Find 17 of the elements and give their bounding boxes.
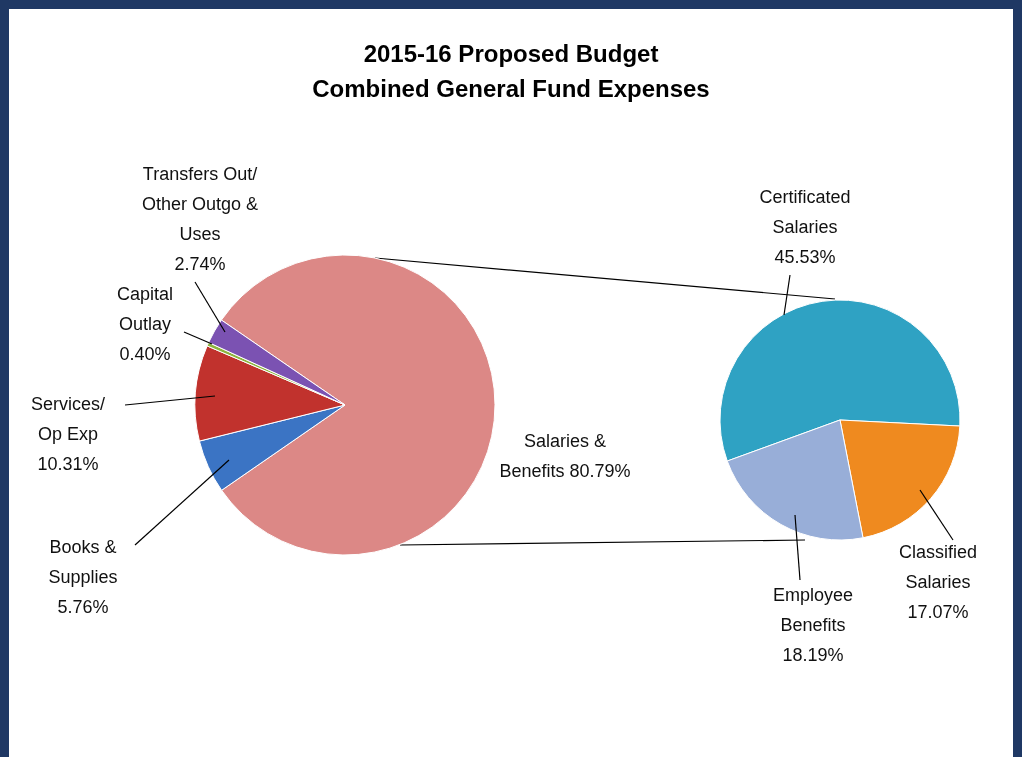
data-label: 0.40%	[119, 344, 171, 364]
slice-label: Certificated Salaries	[759, 187, 851, 237]
slice-label: Capital Outlay	[116, 284, 174, 334]
data-label: 2.74%	[174, 254, 226, 274]
data-label: 45.53%	[774, 247, 836, 267]
slice-label: Classified Salaries	[898, 542, 978, 592]
slice-label: Services/ Op Exp	[30, 394, 106, 444]
slice-label: Transfers Out/ Other Outgo & Uses	[141, 164, 259, 244]
data-label: 10.31%	[37, 454, 99, 474]
slice-label: Employee Benefits	[772, 585, 854, 635]
data-label: 17.07%	[907, 602, 969, 622]
chart-title: 2015-16 Proposed Budget	[363, 40, 659, 67]
data-label: 5.76%	[57, 597, 109, 617]
chart-subtitle: Combined General Fund Expenses	[312, 75, 710, 102]
slice-label: Books & Supplies	[48, 537, 118, 587]
data-label: 18.19%	[782, 645, 844, 665]
slice-label: Salaries & Benefits 80.79%	[499, 431, 631, 481]
